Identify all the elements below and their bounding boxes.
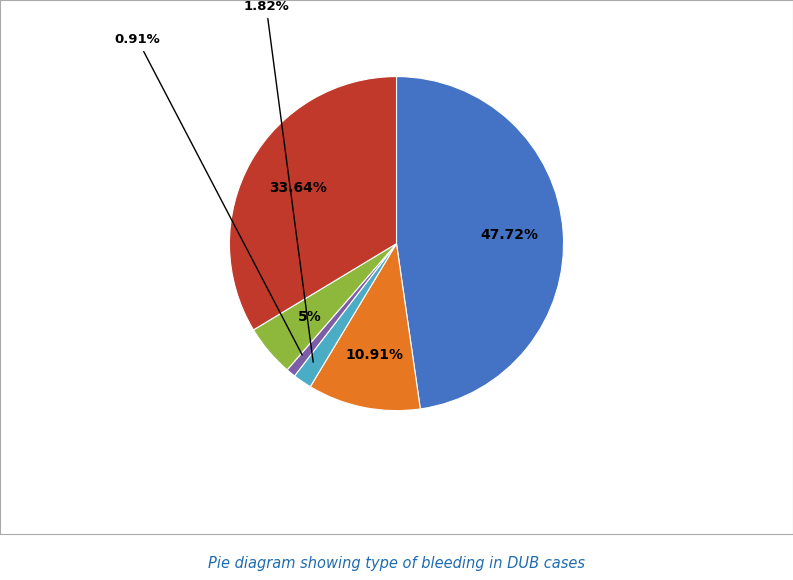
Text: 47.72%: 47.72% <box>481 229 538 242</box>
Wedge shape <box>229 77 396 330</box>
Text: 10.91%: 10.91% <box>345 348 403 362</box>
Wedge shape <box>287 244 396 376</box>
Text: Pie diagram showing type of bleeding in DUB cases: Pie diagram showing type of bleeding in … <box>208 556 585 571</box>
Text: 5%: 5% <box>297 310 321 324</box>
Wedge shape <box>396 77 564 409</box>
Text: 33.64%: 33.64% <box>269 181 327 195</box>
Wedge shape <box>254 244 396 370</box>
Wedge shape <box>294 244 396 387</box>
Text: 0.91%: 0.91% <box>115 33 302 355</box>
Wedge shape <box>310 244 420 411</box>
Text: 1.82%: 1.82% <box>243 0 313 362</box>
